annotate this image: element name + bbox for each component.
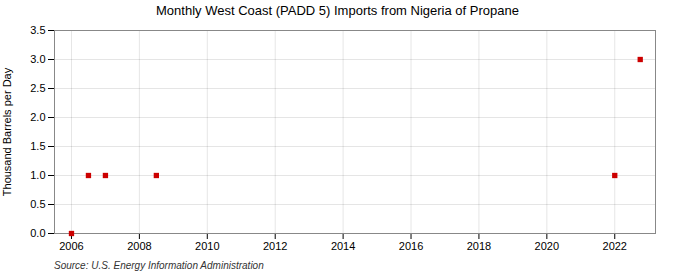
svg-text:2.5: 2.5 (30, 82, 45, 94)
svg-text:1.0: 1.0 (30, 169, 45, 181)
svg-text:2.0: 2.0 (30, 111, 45, 123)
svg-text:3.0: 3.0 (30, 53, 45, 65)
svg-text:0.0: 0.0 (30, 227, 45, 239)
svg-text:2008: 2008 (127, 240, 151, 252)
svg-text:2018: 2018 (467, 240, 491, 252)
svg-text:2014: 2014 (331, 240, 355, 252)
svg-text:2022: 2022 (603, 240, 627, 252)
svg-text:2016: 2016 (399, 240, 423, 252)
svg-text:2010: 2010 (195, 240, 219, 252)
svg-text:Thousand Barrels per Day: Thousand Barrels per Day (1, 67, 13, 196)
svg-text:2020: 2020 (535, 240, 559, 252)
svg-text:3.5: 3.5 (30, 24, 45, 36)
svg-text:1.5: 1.5 (30, 140, 45, 152)
svg-text:2012: 2012 (263, 240, 287, 252)
svg-text:0.5: 0.5 (30, 198, 45, 210)
html-text:Source: U.S. Energy Informatio: Source: U.S. Energy Information Administ… (54, 260, 264, 271)
svg-text:2006: 2006 (59, 240, 83, 252)
html-text:Monthly West Coast (PADD 5) Im: Monthly West Coast (PADD 5) Imports from… (156, 3, 519, 18)
